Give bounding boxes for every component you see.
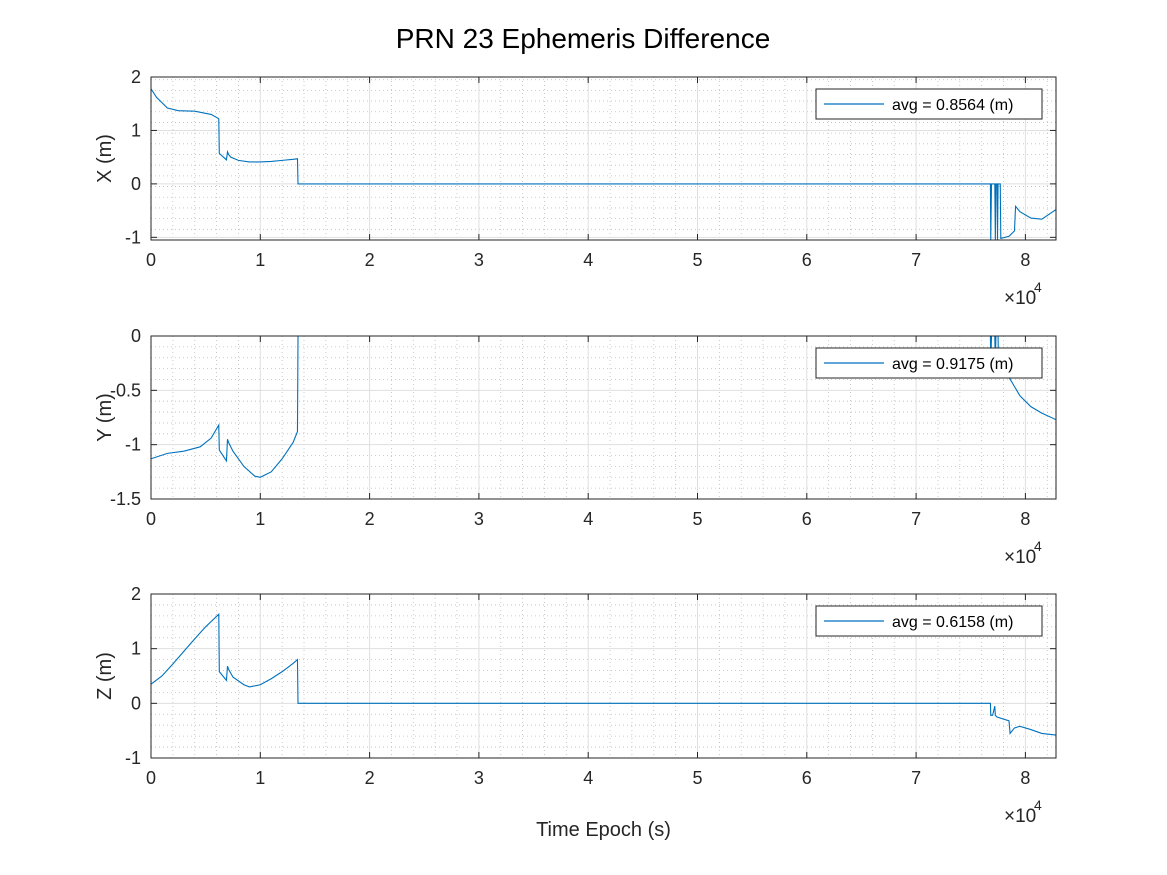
x-exponent-power: 4	[1034, 538, 1042, 554]
x-tick-label: 1	[255, 509, 265, 529]
x-tick-label: 6	[802, 250, 812, 270]
x-tick-label: 5	[692, 250, 702, 270]
y-axis-label-x: X (m)	[94, 134, 116, 183]
x-tick-label: 3	[474, 509, 484, 529]
y-tick-label: -1	[125, 435, 141, 455]
y-tick-label: 1	[131, 120, 141, 140]
legend-entry: avg = 0.8564 (m)	[892, 97, 1013, 114]
y-axis-label-z: Z (m)	[94, 652, 116, 700]
legend-entry: avg = 0.6158 (m)	[892, 614, 1013, 631]
x-tick-label: 7	[911, 250, 921, 270]
y-axis-label-y: Y (m)	[94, 393, 116, 442]
y-tick-label: -1	[125, 227, 141, 247]
x-exponent-label: ×10	[1004, 806, 1036, 827]
x-tick-label: 0	[146, 768, 156, 788]
x-tick-label: 3	[474, 250, 484, 270]
y-tick-label: 0	[131, 174, 141, 194]
x-tick-label: 1	[255, 768, 265, 788]
x-tick-label: 1	[255, 250, 265, 270]
x-tick-label: 2	[365, 768, 375, 788]
x-tick-label: 8	[1020, 250, 1030, 270]
x-tick-label: 2	[365, 509, 375, 529]
y-tick-label: 2	[131, 67, 141, 87]
y-tick-label: 0	[131, 693, 141, 713]
axes-box-x	[150, 76, 1057, 241]
x-tick-label: 8	[1020, 768, 1030, 788]
x-tick-label: 6	[802, 509, 812, 529]
x-exponent-label: ×10	[1004, 288, 1036, 309]
x-tick-label: 0	[146, 250, 156, 270]
x-tick-label: 4	[583, 509, 593, 529]
x-tick-label: 5	[692, 768, 702, 788]
legend-y: avg = 0.9175 (m)	[815, 347, 1043, 379]
y-tick-label: -1.5	[110, 489, 141, 509]
y-tick-label: -0.5	[110, 380, 141, 400]
y-tick-label: 1	[131, 639, 141, 659]
x-tick-label: 4	[583, 250, 593, 270]
y-tick-label: -1	[125, 748, 141, 768]
x-exponent-power: 4	[1034, 279, 1042, 295]
x-exponent-power: 4	[1034, 797, 1042, 813]
y-tick-label: 2	[131, 584, 141, 604]
x-tick-label: 5	[692, 509, 702, 529]
x-tick-label: 0	[146, 509, 156, 529]
x-exponent-label: ×10	[1004, 547, 1036, 568]
minor-grid-z	[151, 594, 1056, 758]
legend-box	[815, 347, 1043, 379]
x-tick-label: 7	[911, 768, 921, 788]
x-tick-label: 8	[1020, 509, 1030, 529]
legend-z: avg = 0.6158 (m)	[815, 605, 1043, 637]
axes-box-z	[150, 593, 1057, 759]
series-line-z	[151, 612, 1056, 736]
figure-title: PRN 23 Ephemeris Difference	[396, 23, 771, 54]
series-line-x	[151, 88, 1056, 240]
legend-entry: avg = 0.9175 (m)	[892, 356, 1013, 373]
x-tick-label: 4	[583, 768, 593, 788]
x-axis-label: Time Epoch (s)	[536, 819, 671, 841]
x-tick-label: 7	[911, 509, 921, 529]
axes-box-y	[150, 335, 1057, 500]
y-tick-label: 0	[131, 326, 141, 346]
minor-grid-y	[151, 336, 1056, 499]
legend-x: avg = 0.8564 (m)	[815, 88, 1043, 120]
x-tick-label: 2	[365, 250, 375, 270]
x-tick-label: 6	[802, 768, 812, 788]
x-tick-label: 3	[474, 768, 484, 788]
